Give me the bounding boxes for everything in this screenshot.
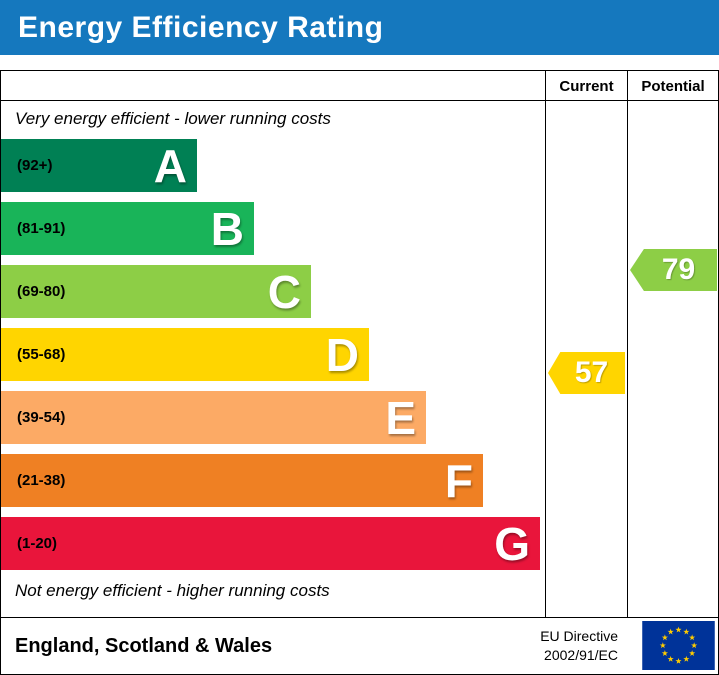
potential-value: 79: [661, 253, 696, 286]
band-e-bar: (39-54) E: [1, 391, 426, 444]
band-f-range: (21-38): [17, 472, 66, 489]
band-a-bar: (92+) A: [1, 139, 197, 192]
band-d-letter: D: [325, 328, 359, 381]
band-c-range: (69-80): [17, 283, 66, 300]
band-f-letter: F: [444, 454, 473, 507]
band-e-letter: E: [385, 391, 416, 444]
eu-directive-line1: EU Directive: [540, 628, 618, 644]
page-title: Energy Efficiency Rating: [18, 10, 384, 44]
potential-arrow: 79: [630, 249, 717, 291]
band-b-letter: B: [210, 202, 244, 255]
current-column-divider: [545, 71, 546, 617]
current-value: 57: [574, 356, 609, 389]
region-label: England, Scotland & Wales: [15, 634, 273, 657]
rating-chart: Current Potential Very energy efficient …: [0, 70, 719, 618]
eu-directive-label: EU Directive 2002/91/EC: [540, 627, 618, 665]
band-c-bar: (69-80) C: [1, 265, 311, 318]
potential-column-header: Potential: [641, 77, 705, 95]
band-g-bar: (1-20) G: [1, 517, 540, 570]
current-column-header: Current: [559, 77, 614, 95]
band-c-letter: C: [267, 265, 301, 318]
current-arrow: 57: [548, 352, 625, 394]
potential-column-divider: [627, 71, 628, 617]
band-e-range: (39-54): [17, 409, 66, 426]
band-g-range: (1-20): [17, 535, 58, 552]
band-a-range: (92+): [17, 157, 53, 174]
band-d-bar: (55-68) D: [1, 328, 369, 381]
band-f-bar: (21-38) F: [1, 454, 483, 507]
band-d-range: (55-68): [17, 346, 66, 363]
title-bar: Energy Efficiency Rating: [0, 0, 719, 55]
bottom-note: Not energy efficient - higher running co…: [15, 581, 330, 600]
eu-directive-line2: 2002/91/EC: [544, 646, 618, 663]
band-a-letter: A: [153, 139, 187, 192]
chart-header-row: [1, 71, 718, 101]
band-g-letter: G: [494, 517, 530, 570]
top-note: Very energy efficient - lower running co…: [15, 109, 331, 128]
footer: England, Scotland & Wales EU Directive 2…: [0, 618, 719, 675]
band-b-range: (81-91): [17, 220, 66, 237]
band-b-bar: (81-91) B: [1, 202, 254, 255]
eu-flag-icon: [642, 621, 715, 670]
